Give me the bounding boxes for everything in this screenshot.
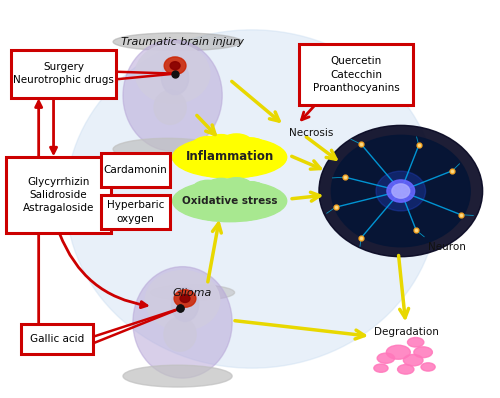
Text: Glycyrrhizin
Salidroside
Astragaloside: Glycyrrhizin Salidroside Astragaloside bbox=[23, 177, 94, 213]
Text: Degradation: Degradation bbox=[374, 327, 438, 338]
Ellipse shape bbox=[113, 33, 242, 51]
Ellipse shape bbox=[123, 40, 222, 151]
FancyBboxPatch shape bbox=[299, 44, 413, 105]
Circle shape bbox=[198, 153, 227, 177]
Ellipse shape bbox=[113, 139, 222, 160]
Circle shape bbox=[164, 57, 186, 74]
Ellipse shape bbox=[164, 318, 196, 351]
Ellipse shape bbox=[386, 345, 410, 359]
Circle shape bbox=[198, 197, 227, 220]
Circle shape bbox=[332, 135, 470, 247]
Ellipse shape bbox=[207, 135, 236, 151]
Ellipse shape bbox=[414, 347, 432, 358]
Circle shape bbox=[136, 44, 210, 103]
Text: Gallic acid: Gallic acid bbox=[30, 334, 84, 344]
Ellipse shape bbox=[133, 267, 232, 378]
FancyBboxPatch shape bbox=[22, 324, 93, 354]
Text: Inflammation: Inflammation bbox=[186, 150, 274, 163]
Ellipse shape bbox=[221, 178, 252, 196]
Ellipse shape bbox=[154, 90, 186, 124]
FancyBboxPatch shape bbox=[100, 153, 170, 187]
Text: Cardamonin: Cardamonin bbox=[104, 165, 168, 175]
Circle shape bbox=[215, 197, 244, 220]
Ellipse shape bbox=[162, 60, 188, 95]
Circle shape bbox=[319, 125, 482, 257]
Text: Oxidative stress: Oxidative stress bbox=[182, 196, 278, 206]
Ellipse shape bbox=[237, 138, 266, 155]
Ellipse shape bbox=[123, 365, 232, 387]
Text: Necrosis: Necrosis bbox=[289, 128, 334, 139]
FancyArrowPatch shape bbox=[36, 101, 42, 324]
Ellipse shape bbox=[404, 355, 423, 366]
Ellipse shape bbox=[192, 137, 224, 154]
Ellipse shape bbox=[398, 365, 414, 374]
FancyBboxPatch shape bbox=[100, 195, 170, 229]
Circle shape bbox=[146, 271, 220, 330]
FancyBboxPatch shape bbox=[12, 50, 116, 98]
Circle shape bbox=[232, 153, 262, 177]
Ellipse shape bbox=[172, 287, 198, 322]
Ellipse shape bbox=[408, 338, 424, 347]
Ellipse shape bbox=[374, 364, 388, 372]
Circle shape bbox=[215, 153, 244, 177]
Ellipse shape bbox=[66, 30, 438, 368]
Ellipse shape bbox=[172, 137, 286, 178]
FancyArrowPatch shape bbox=[60, 234, 147, 308]
FancyBboxPatch shape bbox=[6, 157, 110, 233]
Circle shape bbox=[174, 290, 196, 307]
Text: Surgery
Neurotrophic drugs: Surgery Neurotrophic drugs bbox=[13, 62, 114, 85]
Ellipse shape bbox=[172, 180, 286, 222]
Circle shape bbox=[232, 197, 262, 220]
Text: Neuron: Neuron bbox=[428, 242, 466, 252]
Text: Traumatic brain injury: Traumatic brain injury bbox=[121, 37, 244, 47]
Ellipse shape bbox=[237, 182, 266, 199]
Text: Quercetin
Catecchin
Proanthocyanins: Quercetin Catecchin Proanthocyanins bbox=[313, 57, 400, 93]
Text: Glioma: Glioma bbox=[173, 287, 212, 298]
Ellipse shape bbox=[221, 134, 252, 152]
Circle shape bbox=[170, 62, 180, 70]
Ellipse shape bbox=[192, 180, 224, 198]
Circle shape bbox=[180, 295, 190, 302]
Ellipse shape bbox=[377, 353, 394, 363]
Ellipse shape bbox=[150, 285, 234, 300]
Circle shape bbox=[392, 184, 409, 198]
Text: Hyperbaric
oxygen: Hyperbaric oxygen bbox=[106, 200, 164, 224]
Circle shape bbox=[387, 180, 414, 202]
Ellipse shape bbox=[421, 363, 435, 371]
Circle shape bbox=[376, 171, 426, 211]
Ellipse shape bbox=[207, 178, 236, 195]
FancyArrowPatch shape bbox=[50, 98, 56, 153]
